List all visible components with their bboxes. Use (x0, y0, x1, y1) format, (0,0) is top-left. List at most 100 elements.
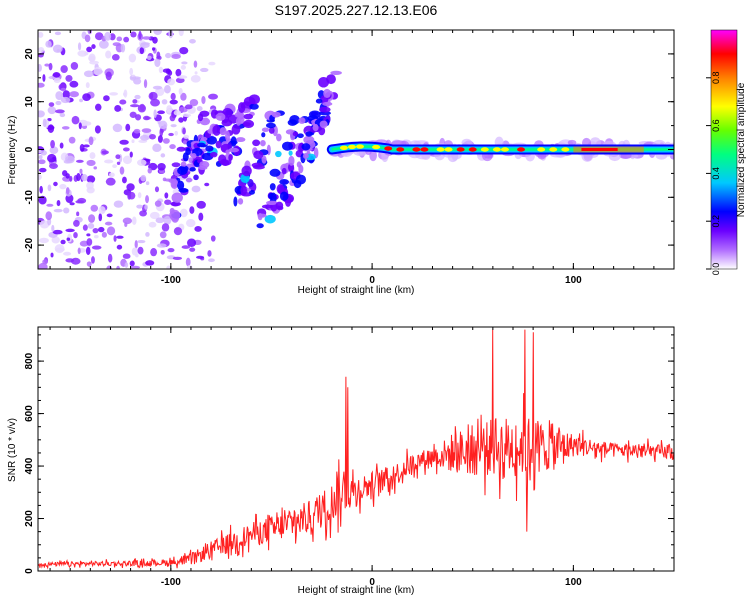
spectrogram-cell (119, 139, 129, 145)
spectrogram-cell (169, 99, 178, 105)
spectrogram-cell (182, 140, 188, 145)
spectrogram-cell (38, 262, 48, 269)
spectrogram-cell (130, 104, 140, 108)
spectrogram-cell (145, 195, 150, 204)
spectrogram-cell (40, 150, 47, 156)
spectrogram-cell (153, 109, 157, 119)
spectrogram-cell (171, 162, 181, 168)
spectrogram-heatmap (38, 30, 674, 269)
colorbar-label: Normalized spectral amplitude (736, 82, 747, 217)
spectrogram-cell (208, 61, 216, 66)
spectrogram-cell (38, 167, 47, 173)
spectrogram-cell (126, 183, 135, 191)
spectrogram-cell (114, 105, 122, 112)
spectrogram-y-tick-label: 0 (24, 146, 35, 152)
spectrogram-peak (372, 144, 381, 150)
spectrogram-streak-cell (261, 132, 266, 138)
spectrogram-cell (112, 123, 123, 133)
spectrogram-streak-cell (281, 167, 287, 175)
spectrogram-cell (140, 134, 150, 141)
spectrogram-cell (150, 98, 160, 107)
spectrogram-cell (53, 77, 61, 84)
spectrogram-cell (47, 124, 55, 133)
snr-x-tick-label: 0 (369, 577, 375, 588)
spectrogram-cell (113, 235, 117, 242)
spectrogram-cell (116, 235, 124, 239)
spectrogram-cell (93, 234, 99, 239)
spectrogram-cell (70, 61, 79, 70)
spectrogram-streak-cell (305, 131, 313, 137)
spectrogram-streak-cell (197, 142, 206, 148)
spectrogram-streak-cell (275, 150, 282, 158)
snr-x-tick-label: 100 (565, 577, 582, 588)
spectrogram-cell (89, 152, 96, 159)
spectrogram-cell (125, 123, 131, 132)
spectrogram-cell (148, 91, 158, 101)
spectrogram-cell (164, 199, 172, 205)
spectrogram-cell (134, 240, 138, 249)
spectrogram-cell (137, 246, 144, 255)
spectrogram-cell (50, 140, 55, 149)
spectrogram-streak-cell (276, 133, 282, 142)
spectrogram-cell (76, 211, 80, 217)
spectrogram-cell (116, 161, 121, 165)
spectrogram-streak-cell (279, 191, 289, 201)
spectrogram-cell (154, 186, 160, 193)
spectrogram-cell (189, 98, 199, 107)
spectrogram-cell (178, 87, 183, 95)
colorbar-tick-label: 0.6 (711, 119, 721, 132)
spectrogram-cell (189, 247, 196, 252)
spectrogram-streak-cell (249, 103, 259, 110)
spectrogram-cell (82, 224, 88, 231)
spectrogram-cell (208, 258, 215, 263)
spectrogram-cell (105, 50, 112, 59)
spectrogram-cell (172, 256, 183, 260)
spectrogram-cell (148, 134, 156, 140)
spectrogram-cell (142, 115, 150, 121)
spectrogram-y-tick-label: -10 (24, 190, 35, 205)
spectrogram-cell (116, 265, 120, 269)
spectrogram-streak-cell (248, 94, 260, 105)
spectrogram-cell (104, 31, 112, 41)
spectrogram-streak-cell (319, 120, 328, 129)
spectrogram-cell (137, 104, 147, 113)
spectrogram-cell (143, 79, 148, 89)
spectrogram-cell (69, 175, 73, 182)
spectrogram-peak (396, 147, 405, 152)
spectrogram-cell (106, 213, 113, 218)
spectrogram-cell (155, 217, 165, 224)
spectrogram-cell (189, 38, 196, 44)
spectrogram-cell (45, 40, 52, 48)
spectrogram-peak (561, 147, 570, 152)
spectrogram-cell (62, 90, 71, 99)
spectrogram-cell (98, 206, 106, 215)
spectrogram-cell (59, 183, 67, 190)
spectrogram-cell (201, 95, 206, 105)
spectrogram-cell (160, 153, 166, 158)
spectrogram-cell (79, 240, 89, 247)
spectrogram-streak-cell (297, 133, 304, 139)
spectrogram-cell (156, 243, 167, 248)
spectrogram-cell (139, 210, 147, 217)
spectrogram-peak (347, 144, 356, 150)
spectrogram-cell (170, 92, 176, 101)
spectrogram-cell (60, 65, 68, 73)
spectrogram-peak (549, 147, 558, 152)
spectrogram-cell (52, 44, 63, 53)
spectrogram-streak-cell (319, 106, 331, 113)
spectrogram-peak (456, 147, 465, 152)
spectrogram-cell (178, 30, 184, 37)
spectrogram-cell (65, 74, 73, 82)
spectrogram-streak-cell (207, 128, 214, 134)
spectrogram-cell (50, 252, 54, 258)
spectrogram-cell (94, 125, 101, 134)
spectrogram-cell (111, 53, 120, 61)
spectrogram-cell (60, 96, 71, 104)
spectrogram-cell (173, 227, 183, 236)
spectrogram-peak (420, 147, 429, 152)
spectrogram-streak-cell (295, 174, 307, 185)
spectrogram-streak-cell (200, 136, 208, 142)
spectrogram-cell (59, 142, 64, 149)
spectrogram-cell (86, 261, 92, 267)
